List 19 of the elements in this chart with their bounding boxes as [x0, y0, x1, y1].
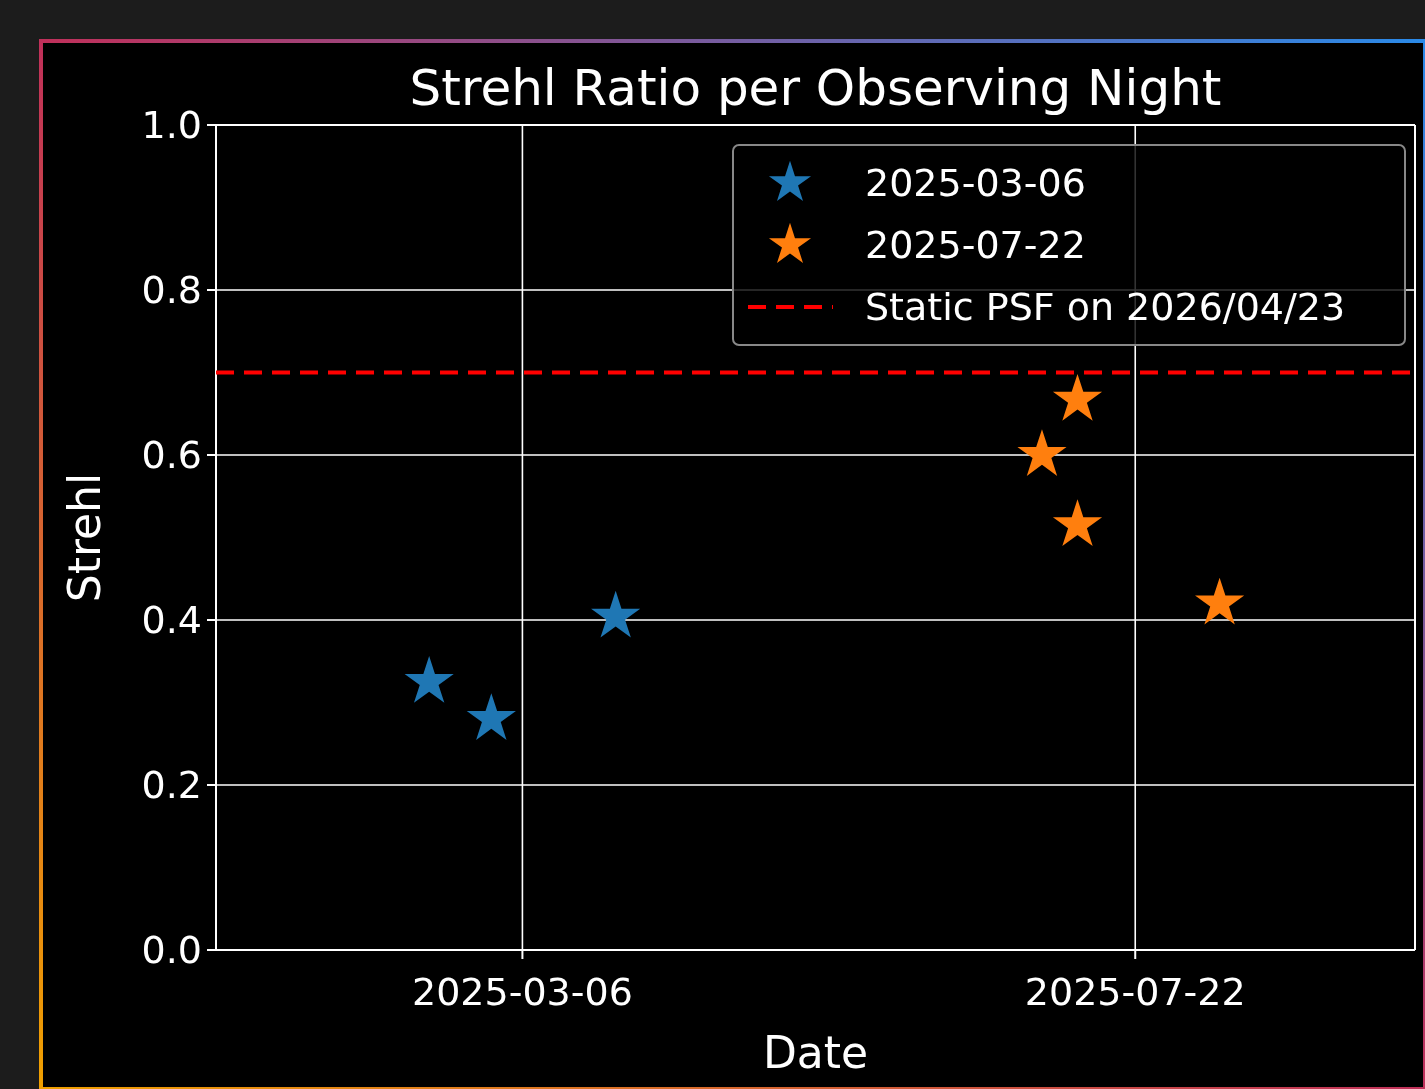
y-tick-label: 1.0 [141, 103, 202, 148]
y-tick-label: 0.0 [141, 928, 202, 973]
point [591, 590, 641, 638]
y-tick-label: 0.8 [141, 268, 202, 313]
point [1195, 577, 1245, 625]
chart-title: Strehl Ratio per Observing Night [409, 59, 1222, 117]
y-tick-label: 0.4 [141, 598, 202, 643]
y-tick-label: 0.2 [141, 763, 202, 808]
y-tick-label: 0.6 [141, 433, 202, 478]
point [466, 693, 516, 740]
x-axis-title: Date [762, 1027, 869, 1078]
point [1017, 429, 1067, 476]
legend-label: 2025-03-06 [865, 161, 1086, 206]
point [1052, 373, 1103, 421]
y-axis-title: Strehl [59, 472, 110, 603]
point [404, 656, 454, 703]
legend-label: 2025-07-22 [865, 223, 1086, 268]
point [1052, 499, 1103, 547]
legend-label: Static PSF on 2026/04/23 [865, 285, 1346, 330]
